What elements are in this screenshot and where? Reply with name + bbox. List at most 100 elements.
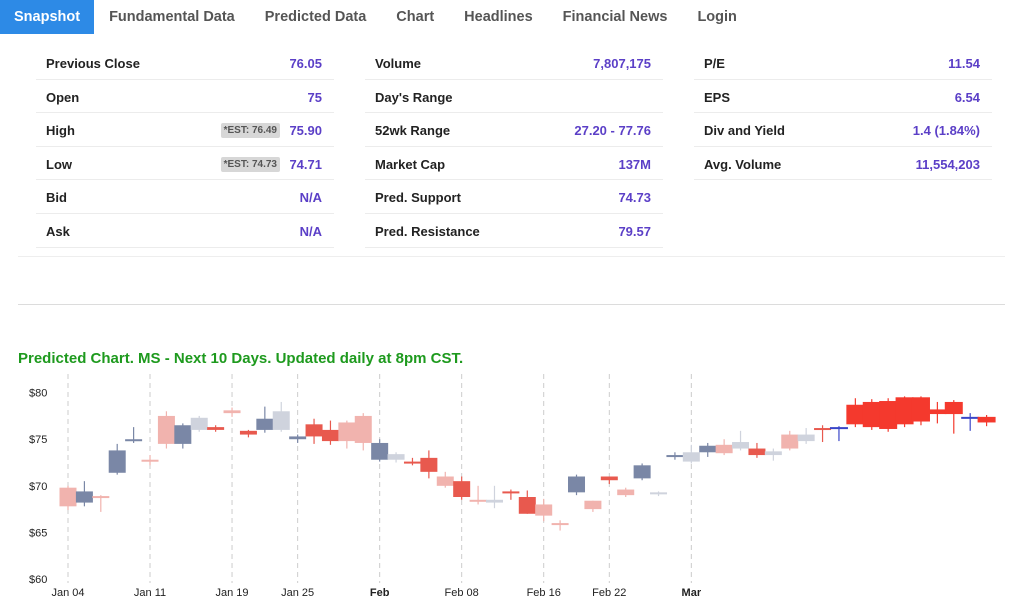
stat-value: 27.20 - 77.76 bbox=[574, 123, 651, 139]
estimate-badge: *EST: 74.73 bbox=[220, 156, 280, 172]
stat-label: Bid bbox=[46, 190, 67, 206]
candle-body bbox=[551, 523, 569, 526]
candle-body bbox=[305, 424, 323, 437]
candle-body bbox=[666, 455, 684, 458]
divider bbox=[18, 304, 1005, 305]
candle-body bbox=[75, 491, 93, 503]
stat-value: 137M bbox=[618, 156, 651, 172]
tab-fundamental-data[interactable]: Fundamental Data bbox=[109, 9, 235, 25]
tab-financial-news[interactable]: Financial News bbox=[562, 9, 668, 25]
candle-body bbox=[748, 448, 766, 456]
stat-label: High bbox=[46, 123, 75, 139]
y-tick-label: $65 bbox=[29, 527, 47, 539]
stat-label: Pred. Support bbox=[375, 190, 461, 206]
y-tick-label: $80 bbox=[29, 388, 47, 400]
chart-title: Predicted Chart. MS - Next 10 Days. Upda… bbox=[18, 350, 464, 367]
stat-row-previous-close: Previous Close 76.05 bbox=[36, 46, 334, 80]
stat-label: P/E bbox=[704, 56, 725, 71]
x-tick-label: Feb 16 bbox=[527, 587, 561, 599]
x-tick-label: Jan 04 bbox=[51, 587, 84, 599]
candle-body bbox=[977, 416, 996, 423]
candle-body bbox=[928, 409, 947, 415]
tab-chart[interactable]: Chart bbox=[396, 9, 435, 25]
candle-body bbox=[174, 425, 192, 444]
candle-body bbox=[371, 442, 389, 460]
estimate-badge: *EST: 76.49 bbox=[220, 123, 280, 139]
candle-body bbox=[272, 411, 290, 430]
stat-row-pe: P/E 11.54 bbox=[694, 46, 992, 80]
stat-label: Market Cap bbox=[375, 156, 446, 172]
tab-snapshot[interactable]: Snapshot bbox=[0, 0, 95, 34]
stat-value: 6.54 bbox=[954, 89, 980, 105]
candle-body bbox=[633, 465, 651, 479]
stat-row-ask: Ask N/A bbox=[36, 214, 334, 248]
candle-body bbox=[797, 434, 815, 442]
candle-body bbox=[453, 481, 471, 497]
candle-body bbox=[157, 415, 175, 444]
stat-label: Div and Yield bbox=[704, 123, 785, 139]
candle-body bbox=[781, 434, 799, 449]
tab-predicted-data[interactable]: Predicted Data bbox=[264, 9, 367, 25]
stat-value: 11,554,203 bbox=[915, 156, 980, 172]
candle-body bbox=[895, 397, 914, 425]
x-tick-label: Jan 11 bbox=[134, 587, 166, 599]
candle-body bbox=[469, 499, 487, 502]
candle-body bbox=[190, 417, 208, 430]
stat-label: Ask bbox=[46, 223, 70, 239]
candle-body bbox=[338, 422, 356, 442]
stat-value: 74.73 bbox=[618, 190, 651, 206]
candle-body bbox=[256, 418, 274, 430]
candle-body bbox=[502, 491, 520, 494]
candle-body bbox=[862, 401, 881, 428]
candle-body bbox=[814, 428, 832, 431]
x-tick-label: Jan 19 bbox=[216, 587, 249, 599]
candle-body bbox=[715, 444, 733, 454]
candle-body bbox=[289, 436, 307, 440]
x-tick-label: Feb bbox=[370, 587, 390, 599]
candle-body bbox=[125, 439, 143, 442]
candle-body bbox=[535, 504, 553, 516]
candle-body bbox=[321, 429, 339, 442]
stat-label: Open bbox=[46, 89, 80, 105]
stat-row-52wk-range: 52wk Range 27.20 - 77.76 bbox=[365, 113, 663, 147]
stat-row-bid: Bid N/A bbox=[36, 180, 334, 214]
stat-row-market-cap: Market Cap 137M bbox=[365, 147, 663, 181]
candle-body bbox=[568, 476, 586, 493]
stat-row-pred-support: Pred. Support 74.73 bbox=[365, 180, 663, 214]
stats-column-1: Previous Close 76.05 Open 75 High *EST: 76.… bbox=[36, 46, 334, 248]
stat-value: 75 bbox=[307, 89, 322, 105]
stat-value: 79.57 bbox=[618, 223, 651, 239]
stat-label: EPS bbox=[704, 89, 731, 105]
stat-label: Day's Range bbox=[375, 89, 453, 105]
candle-body bbox=[732, 442, 750, 449]
stat-row-pred-resistance: Pred. Resistance 79.57 bbox=[365, 214, 663, 248]
candle-body bbox=[682, 452, 700, 462]
y-tick-label: $70 bbox=[29, 481, 47, 493]
candle-body bbox=[584, 500, 602, 510]
stat-value: 74.71 bbox=[289, 156, 322, 172]
stat-row-avg-volume: Avg. Volume 11,554,203 bbox=[694, 147, 992, 181]
candle-body bbox=[944, 401, 963, 415]
tab-login[interactable]: Login bbox=[697, 9, 737, 25]
candle-body bbox=[879, 401, 898, 429]
candlestick-chart: $60 $65 $70 $75 $80 Jan 04 Jan 11 Jan 19 Jan 25 F… bbox=[29, 374, 996, 599]
candle-body bbox=[403, 461, 421, 464]
divider bbox=[18, 256, 1005, 257]
stat-row-open: Open 75 bbox=[36, 80, 334, 114]
stat-label: Previous Close bbox=[46, 56, 140, 71]
candle-body bbox=[108, 450, 126, 473]
candle-body bbox=[699, 445, 717, 453]
stat-label: 52wk Range bbox=[375, 123, 451, 139]
candle-body bbox=[239, 430, 257, 435]
stat-value: 75.90 bbox=[289, 123, 322, 139]
stat-row-days-range: Day's Range bbox=[365, 80, 663, 114]
candle-body bbox=[911, 397, 930, 422]
candle-body bbox=[650, 492, 668, 495]
candle-body bbox=[829, 427, 848, 430]
tab-headlines[interactable]: Headlines bbox=[464, 9, 533, 25]
candle-body bbox=[59, 487, 77, 507]
candle-body bbox=[207, 427, 225, 430]
stats-column-2: Volume 7,807,175 Day's Range 52wk Range 27… bbox=[365, 46, 663, 248]
candle-body bbox=[764, 451, 782, 456]
stat-label: Volume bbox=[375, 56, 421, 71]
